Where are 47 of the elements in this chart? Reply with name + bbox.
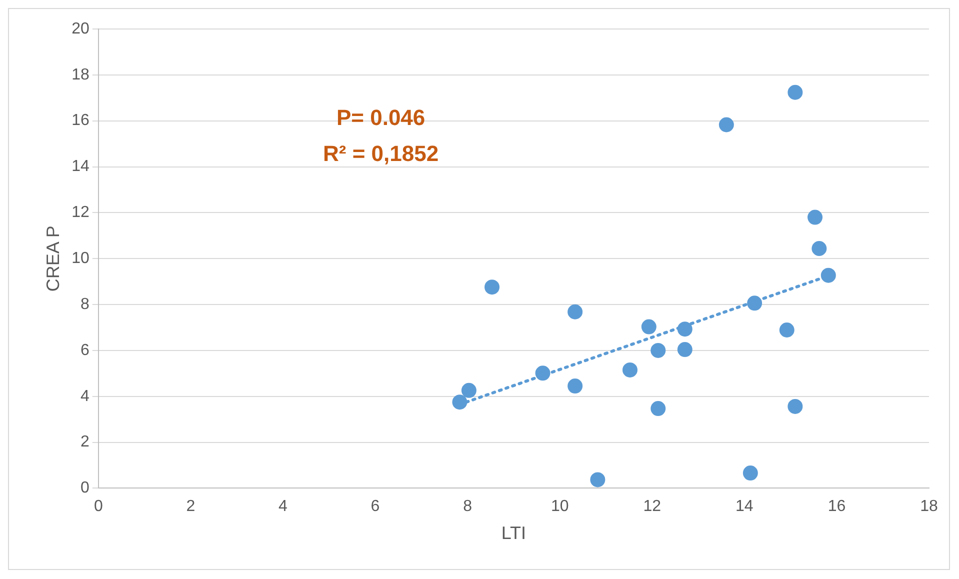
point (590, 472, 606, 488)
y-tick-label: 0 (80, 480, 90, 497)
x-tick-label: 2 (186, 498, 196, 516)
point (677, 342, 692, 358)
y-tick-label: 14 (72, 158, 90, 176)
annotation: R² = 0,1852 (323, 141, 439, 166)
point (641, 319, 656, 334)
x-tick-label: 4 (278, 498, 288, 516)
point (484, 280, 500, 295)
x-tick-label: 12 (643, 498, 662, 516)
y-tick-label: 10 (72, 250, 90, 268)
point (568, 304, 583, 320)
x-tick-label: 10 (550, 498, 569, 516)
y-tick-label: 4 (80, 388, 90, 405)
x-axis-title: LTI (501, 523, 526, 544)
y-tick-label: 8 (80, 296, 90, 313)
point (622, 362, 638, 378)
y-tick-label: 16 (72, 112, 90, 130)
y-tick-label: 2 (80, 434, 90, 451)
point (742, 466, 758, 481)
x-tick-label: 16 (828, 498, 846, 516)
y-tick-label: 12 (72, 204, 90, 222)
y-axis-title: CREA P (42, 226, 63, 292)
point (808, 210, 823, 225)
x-tick-label: 0 (94, 498, 103, 516)
x-tick-label: 18 (920, 498, 938, 516)
point (650, 401, 666, 416)
annotation: P= 0.046 (336, 105, 426, 130)
point (568, 378, 583, 394)
point (452, 394, 468, 410)
x-tick-label: 8 (463, 498, 472, 516)
point (718, 117, 734, 132)
y-tick-label: 20 (72, 20, 90, 38)
point (535, 366, 550, 381)
point (788, 398, 803, 414)
y-tick-label: 6 (80, 342, 90, 359)
point (812, 241, 827, 256)
point (820, 268, 836, 283)
point (650, 342, 666, 358)
point (461, 382, 476, 398)
point (779, 322, 794, 338)
point (747, 296, 762, 311)
point (788, 84, 803, 100)
x-tick-label: 6 (370, 498, 380, 516)
y-tick-label: 18 (72, 66, 90, 84)
x-tick-label: 14 (736, 498, 754, 516)
point (677, 322, 692, 337)
